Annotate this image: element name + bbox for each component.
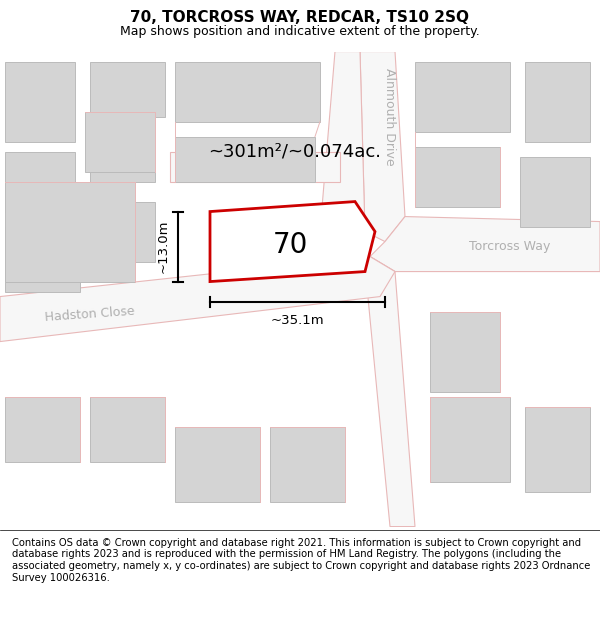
Polygon shape — [210, 201, 375, 281]
Polygon shape — [320, 51, 365, 231]
Polygon shape — [175, 61, 320, 121]
Polygon shape — [90, 201, 155, 261]
Polygon shape — [90, 396, 165, 461]
Text: 70: 70 — [272, 231, 308, 259]
Polygon shape — [170, 151, 340, 181]
Polygon shape — [175, 426, 260, 501]
Polygon shape — [525, 61, 590, 141]
Polygon shape — [85, 111, 155, 171]
Polygon shape — [5, 61, 75, 141]
Polygon shape — [360, 51, 405, 241]
Polygon shape — [415, 146, 500, 206]
Polygon shape — [525, 406, 590, 491]
Polygon shape — [430, 396, 510, 481]
Text: ~301m²/~0.074ac.: ~301m²/~0.074ac. — [209, 142, 382, 161]
Text: Hadston Close: Hadston Close — [44, 305, 136, 324]
Polygon shape — [90, 61, 165, 116]
Polygon shape — [5, 181, 135, 281]
Polygon shape — [270, 426, 345, 501]
Polygon shape — [365, 256, 415, 526]
Polygon shape — [90, 131, 155, 181]
Polygon shape — [430, 311, 500, 391]
Polygon shape — [370, 216, 600, 271]
Polygon shape — [0, 256, 395, 341]
Polygon shape — [5, 151, 75, 211]
Polygon shape — [5, 396, 80, 461]
Polygon shape — [520, 156, 590, 226]
Polygon shape — [415, 61, 510, 131]
Text: Alnmouth Drive: Alnmouth Drive — [383, 68, 397, 166]
Text: 70, TORCROSS WAY, REDCAR, TS10 2SQ: 70, TORCROSS WAY, REDCAR, TS10 2SQ — [131, 10, 470, 25]
Text: Map shows position and indicative extent of the property.: Map shows position and indicative extent… — [120, 24, 480, 38]
Text: ~13.0m: ~13.0m — [157, 220, 170, 273]
Text: Torcross Way: Torcross Way — [469, 240, 551, 253]
Text: ~35.1m: ~35.1m — [271, 314, 325, 326]
Polygon shape — [5, 226, 80, 291]
Text: Contains OS data © Crown copyright and database right 2021. This information is : Contains OS data © Crown copyright and d… — [12, 538, 590, 582]
Polygon shape — [175, 136, 315, 181]
